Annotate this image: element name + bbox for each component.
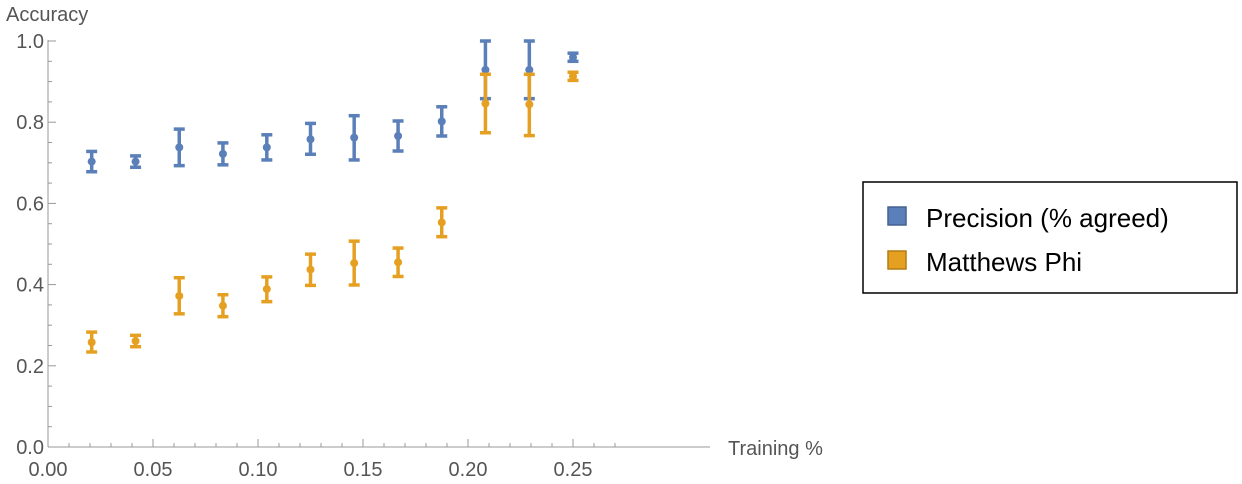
data-point: [175, 143, 184, 152]
x-tick-label: 0.15: [344, 459, 383, 481]
data-point: [394, 258, 403, 267]
y-tick-label: 0.8: [16, 112, 44, 134]
series-matthews-phi: [86, 70, 579, 354]
data-point: [87, 157, 96, 166]
series-layer: [86, 39, 579, 354]
legend-swatch-precision: [887, 206, 907, 226]
data-point: [350, 133, 359, 142]
data-point: [131, 337, 140, 346]
y-tick-label: 0.0: [16, 437, 44, 459]
legend-label-precision: Precision (% agreed): [926, 203, 1169, 233]
y-tick-label: 0.2: [16, 356, 44, 378]
data-point: [569, 72, 577, 81]
data-point: [131, 157, 140, 166]
data-point: [262, 285, 271, 294]
legend-swatch-matthews-phi: [887, 250, 907, 270]
data-point: [218, 301, 227, 310]
legend-box: [862, 181, 1238, 294]
data-point: [87, 338, 96, 347]
y-tick-label: 0.6: [16, 193, 44, 215]
data-point: [262, 143, 271, 152]
y-axis-label: Accuracy: [6, 4, 88, 26]
data-point: [175, 291, 184, 300]
data-point: [350, 259, 359, 268]
axes: [47, 40, 710, 448]
y-tick-label: 0.4: [16, 275, 44, 297]
data-point: [394, 132, 403, 141]
data-point: [481, 65, 490, 74]
x-ticks: 0.00 0.05 0.10 0.15 0.20 0.25: [29, 439, 616, 481]
data-point: [481, 99, 490, 108]
x-tick-label: 0.10: [239, 459, 278, 481]
data-point: [437, 117, 446, 126]
x-tick-label: 0.25: [554, 459, 593, 481]
legend: Precision (% agreed) Matthews Phi: [862, 181, 1238, 294]
series-precision: [86, 39, 579, 174]
data-point: [437, 218, 446, 227]
data-point: [306, 135, 315, 144]
x-tick-label: 0.00: [29, 459, 68, 481]
y-ticks: 0.0 0.2 0.4 0.6 0.8 1.0: [16, 31, 56, 459]
x-tick-label: 0.05: [134, 459, 173, 481]
data-point: [525, 65, 534, 74]
data-point: [525, 100, 534, 109]
data-point: [569, 53, 577, 62]
data-point: [218, 149, 227, 158]
x-axis-label: Training %: [728, 438, 823, 460]
x-tick-label: 0.20: [449, 459, 488, 481]
y-tick-label: 1.0: [16, 31, 44, 53]
data-point: [306, 265, 315, 274]
legend-label-matthews-phi: Matthews Phi: [926, 247, 1082, 277]
